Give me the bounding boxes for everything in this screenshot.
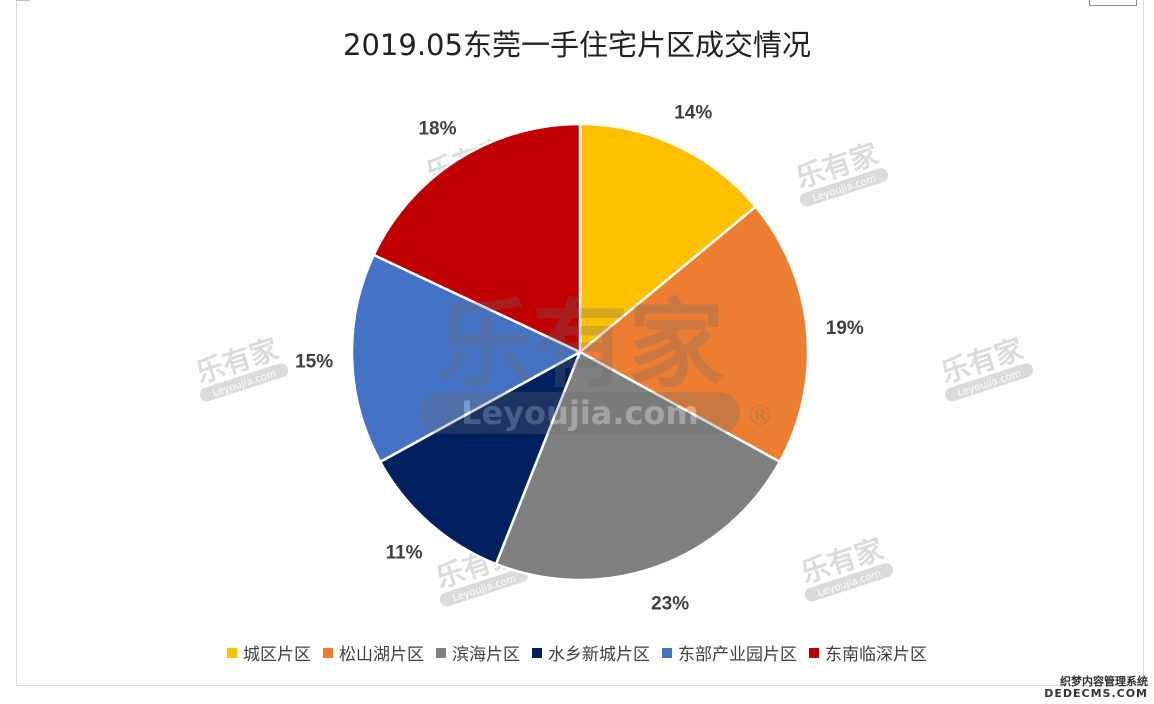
corner-brand-logo: 织梦内容管理系统 DEDECMS.COM [1044, 674, 1148, 700]
data-labels: 14% 19% 23% 11% 15% 18% [295, 102, 864, 614]
data-label-1: 14% [674, 102, 712, 123]
watermark-center-cn: 乐有家 [436, 289, 724, 401]
watermark-registered-mark: ® [746, 399, 774, 432]
legend-swatch [532, 647, 542, 658]
pie-slice-5 [350, 253, 583, 464]
legend-swatch [323, 647, 333, 658]
chart-title: 2019.05东莞一手住宅片区成交情况 [343, 28, 811, 62]
watermark-small-pill [804, 563, 894, 602]
legend-label: 松山湖片区 [339, 645, 424, 665]
legend-item-2: 松山湖片区 [323, 640, 424, 665]
pie-slice-1 [578, 122, 758, 355]
watermark-small-pill [199, 363, 289, 402]
legend-swatch [662, 647, 672, 658]
legend-swatch [436, 647, 446, 658]
legend-label: 城区片区 [243, 645, 311, 665]
pie-slices [350, 122, 810, 582]
window-corner-tab [1089, 0, 1137, 6]
pie-slice-6 [372, 122, 582, 354]
legend-item-5: 东部产业园片区 [662, 640, 797, 665]
legend-swatch [227, 647, 237, 658]
legend-item-3: 滨海片区 [436, 640, 520, 665]
frame-top-edge [16, 0, 30, 1]
legend-label: 东部产业园片区 [678, 645, 797, 665]
watermark-small-pill [799, 168, 889, 207]
watermark-center-pill [420, 392, 740, 434]
legend-label: 东南临深片区 [825, 645, 927, 665]
chart-legend: 城区片区 松山湖片区 滨海片区 水乡新城片区 东部产业园片区 东南临深片区 [0, 640, 1154, 665]
legend-item-1: 城区片区 [227, 640, 311, 665]
data-label-2: 19% [826, 318, 864, 339]
data-label-5: 15% [295, 351, 333, 372]
data-label-3: 23% [651, 593, 689, 614]
watermark-center-en: Leyoujia.com [461, 394, 699, 432]
corner-brand-cn: 织梦内容管理系统 [1060, 674, 1148, 688]
legend-label: 滨海片区 [452, 645, 520, 665]
data-label-4: 11% [386, 543, 423, 564]
legend-item-4: 水乡新城片区 [532, 640, 650, 665]
legend-swatch [809, 647, 819, 658]
pie-slice-2 [577, 204, 810, 464]
data-label-6: 18% [418, 118, 456, 139]
pie-slice-3 [494, 350, 782, 582]
pie-slice-4 [378, 349, 583, 566]
legend-item-6: 东南临深片区 [809, 640, 927, 665]
legend-label: 水乡新城片区 [548, 645, 650, 665]
corner-brand-en: DEDECMS.COM [1044, 686, 1148, 700]
watermark-small-pill [439, 568, 529, 607]
watermark-small-pill [944, 363, 1034, 402]
